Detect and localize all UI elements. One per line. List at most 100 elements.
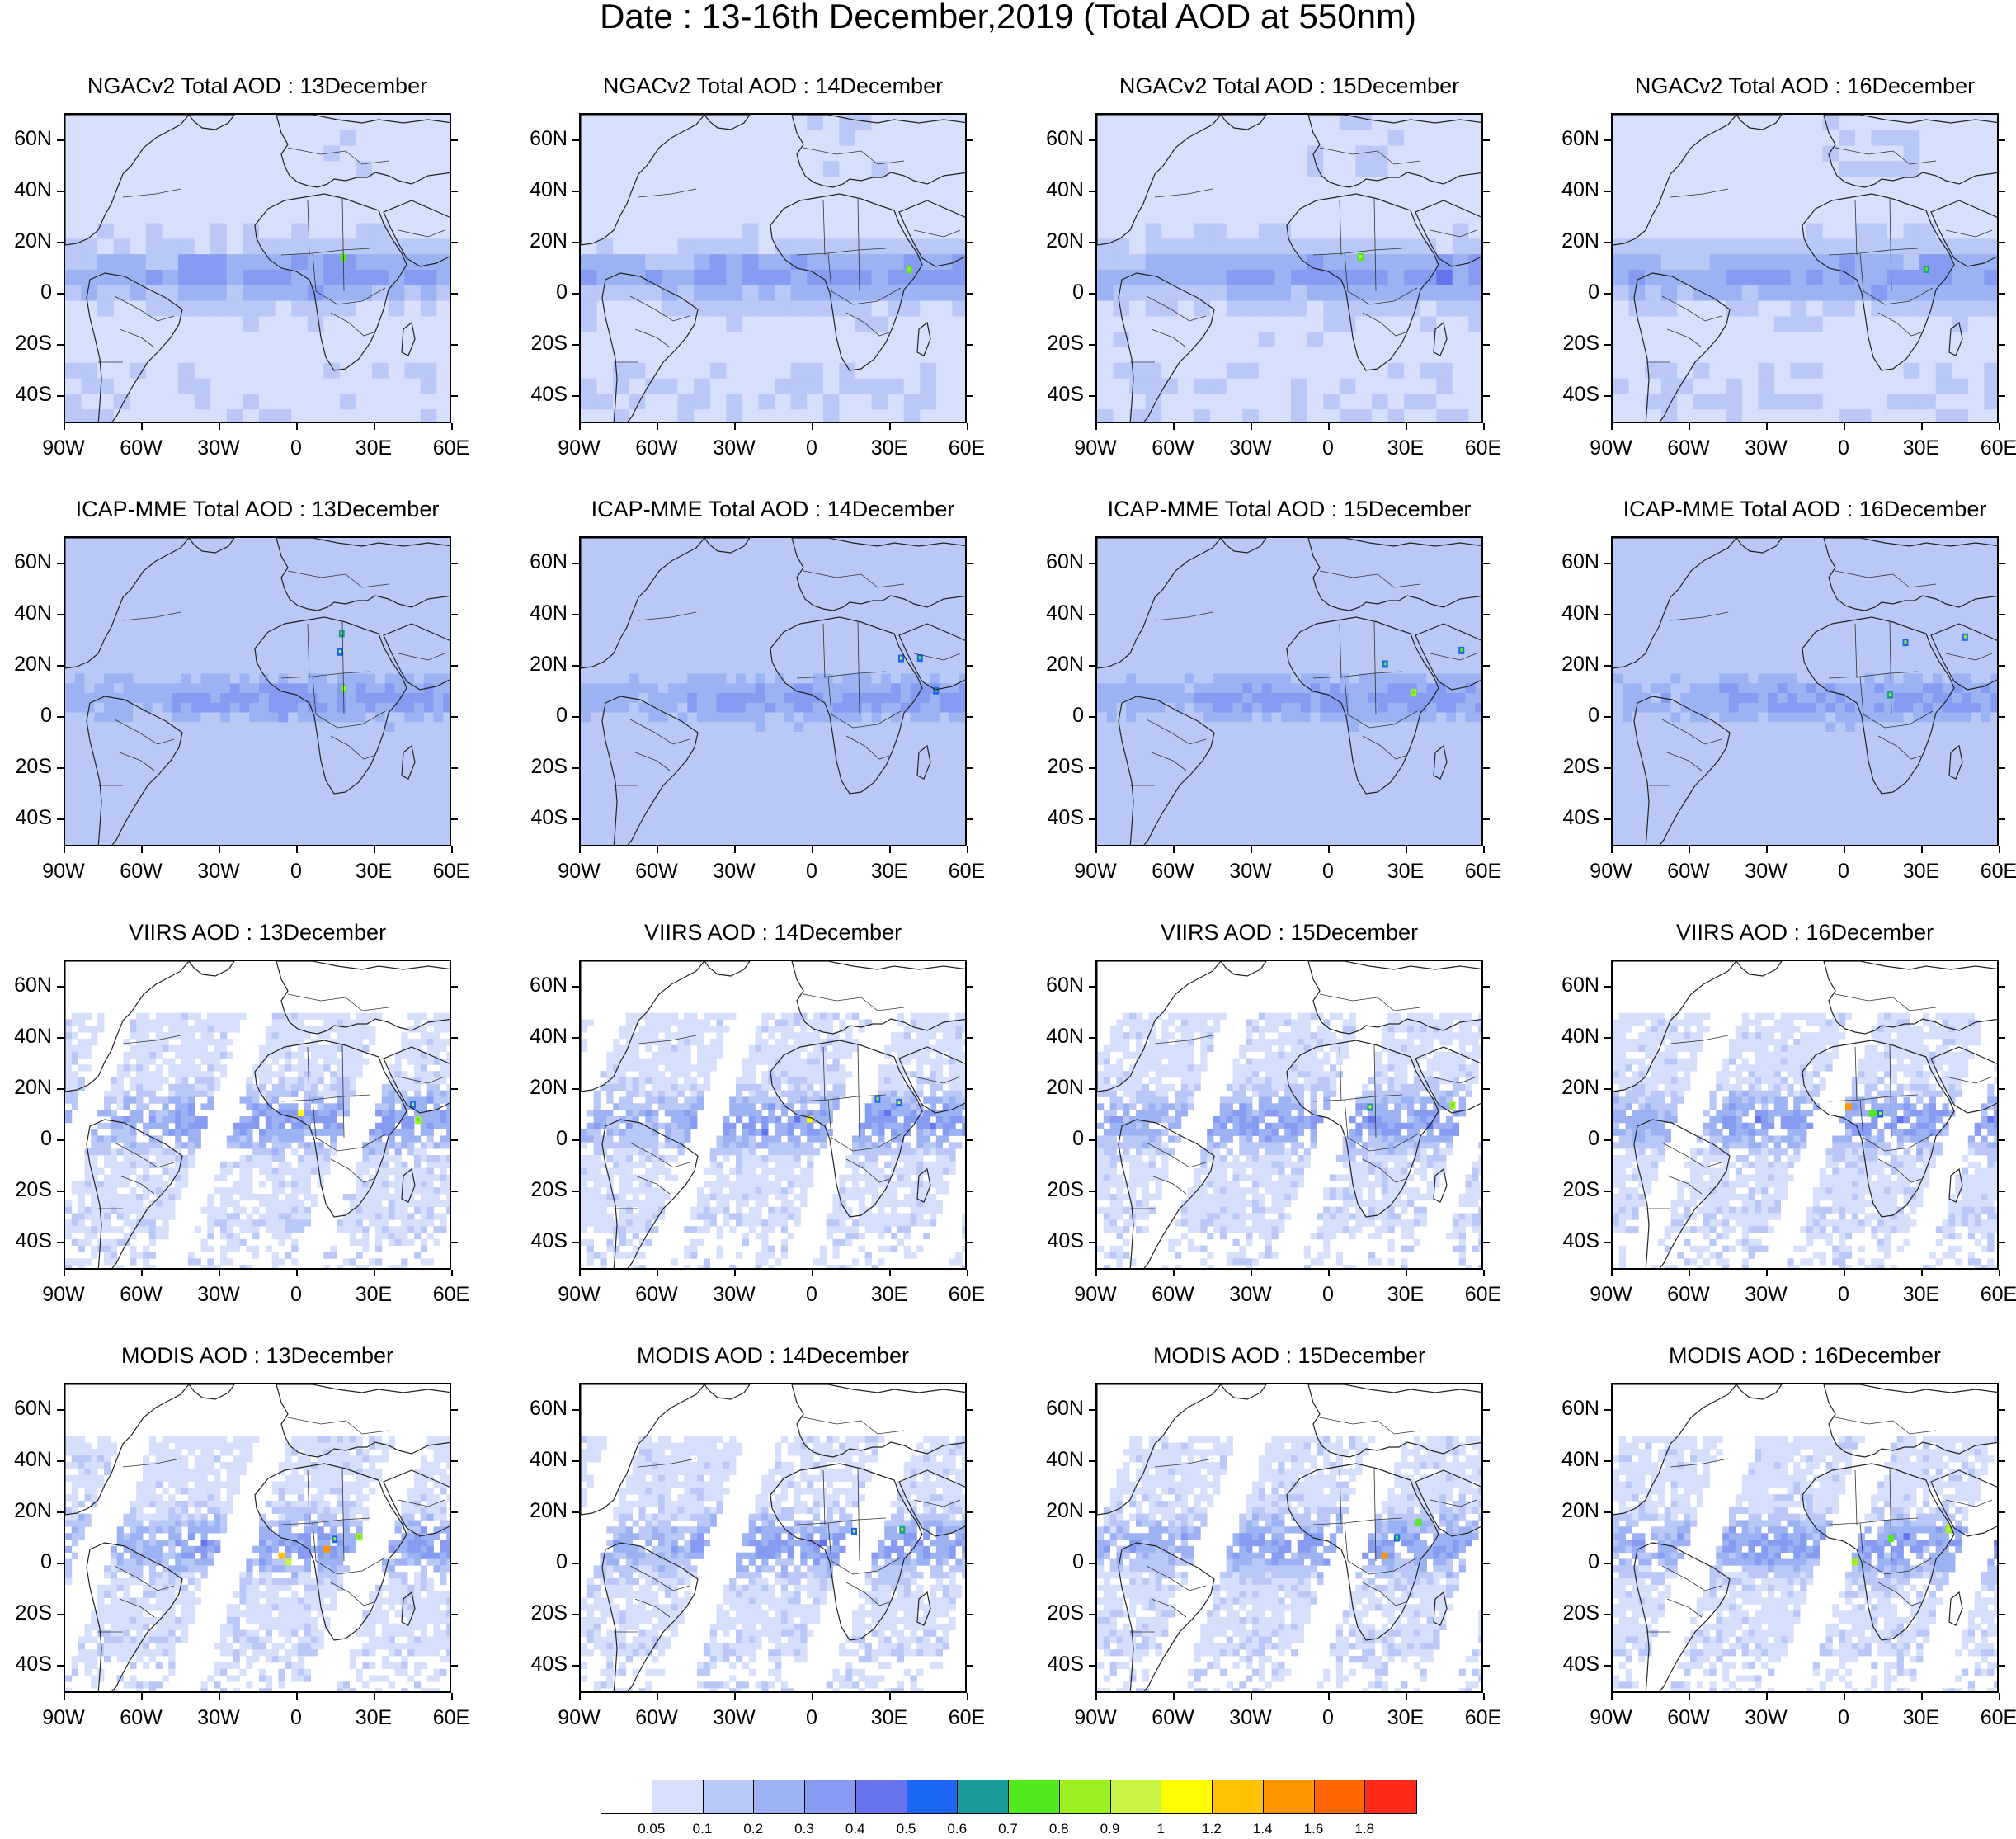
- lat-tick-label: 40N: [14, 1448, 52, 1471]
- lon-tick: [374, 846, 375, 853]
- lat-tick: [451, 1665, 458, 1667]
- lat-tick-label: 40S: [1562, 383, 1599, 406]
- lat-tick: [967, 563, 973, 564]
- lat-tick-label: 20N: [530, 653, 568, 676]
- lat-tick: [57, 986, 64, 988]
- lon-tick-label: 30E: [1387, 436, 1425, 460]
- aod-map: [1095, 1383, 1483, 1693]
- lon-tick-label: 30W: [1745, 436, 1788, 460]
- lon-tick: [889, 846, 891, 853]
- lat-tick: [967, 767, 973, 769]
- lon-tick: [451, 1693, 453, 1700]
- aod-field: [581, 538, 965, 845]
- lon-tick-label: 0: [290, 436, 302, 460]
- lat-tick-label: 40N: [1046, 1448, 1084, 1471]
- lat-tick: [967, 395, 973, 397]
- lon-tick: [296, 1693, 298, 1700]
- lat-tick: [967, 1139, 973, 1141]
- lon-tick: [1844, 846, 1845, 853]
- colorbar-swatch: [957, 1780, 1010, 1814]
- lat-tick-label: 0: [1588, 704, 1599, 727]
- panel-title: VIIRS AOD : 15December: [1160, 920, 1419, 945]
- lon-tick: [889, 1693, 891, 1700]
- lat-tick: [1604, 1460, 1611, 1462]
- lat-tick: [57, 395, 64, 397]
- lon-tick-label: 60W: [1152, 1706, 1194, 1729]
- lon-tick-label: 60W: [1667, 860, 1710, 883]
- panel-title: ICAP-MME Total AOD : 15December: [1107, 497, 1472, 521]
- lon-tick-label: 90W: [1074, 860, 1117, 883]
- lon-tick: [1251, 1693, 1252, 1700]
- lat-tick: [967, 191, 973, 192]
- lon-tick: [219, 1270, 220, 1276]
- lat-tick: [57, 293, 64, 295]
- lon-tick: [64, 423, 65, 430]
- lat-tick-label: 60N: [1561, 127, 1599, 150]
- lat-tick: [1999, 1191, 2005, 1192]
- lon-tick-label: 30E: [1902, 860, 1940, 883]
- lat-tick-label: 0: [1588, 281, 1599, 304]
- lat-tick: [1089, 1409, 1095, 1411]
- colorbar-label: 0.1: [692, 1821, 713, 1837]
- lat-tick-label: 40N: [530, 601, 568, 625]
- lat-tick: [572, 1665, 579, 1667]
- lat-tick-label: 60N: [530, 1397, 568, 1420]
- lat-tick-label: 20S: [15, 1178, 52, 1201]
- lat-tick-label: 20N: [530, 229, 568, 252]
- colorbar-label: 0.6: [947, 1821, 968, 1837]
- colorbar-label: 0.05: [638, 1821, 666, 1837]
- lat-tick: [1604, 665, 1611, 667]
- lat-tick-label: 20N: [1046, 653, 1084, 676]
- lat-tick-label: 40S: [15, 806, 52, 829]
- lat-tick-label: 0: [556, 704, 568, 727]
- lat-tick: [1089, 818, 1095, 820]
- lat-tick-label: 40S: [530, 806, 568, 829]
- lon-tick-label: 0: [1838, 1706, 1849, 1729]
- lat-tick-label: 20N: [14, 1076, 52, 1099]
- lon-tick-label: 60E: [1980, 1283, 2016, 1306]
- lat-tick: [1999, 1511, 2005, 1513]
- lon-tick-label: 0: [290, 1706, 302, 1729]
- lon-tick-label: 90W: [558, 1283, 601, 1306]
- lon-tick-label: 60E: [1464, 1706, 1502, 1729]
- lon-tick: [296, 846, 298, 853]
- lat-tick-label: 40S: [1562, 1229, 1599, 1252]
- lat-tick: [451, 139, 458, 141]
- lon-tick-label: 30W: [1229, 860, 1272, 883]
- lon-tick-label: 60E: [1980, 436, 2016, 460]
- lon-tick-label: 60W: [635, 1706, 678, 1729]
- lon-tick: [1999, 1693, 2000, 1700]
- lon-tick-label: 30E: [1387, 1706, 1425, 1729]
- lon-tick-label: 90W: [1590, 436, 1632, 460]
- lat-tick-label: 60N: [14, 550, 52, 573]
- lon-tick: [1173, 1693, 1175, 1700]
- lon-tick-label: 0: [1838, 1283, 1849, 1306]
- lat-tick: [1483, 563, 1490, 564]
- aod-field: [1613, 961, 1997, 1268]
- lon-tick-label: 60E: [1464, 860, 1502, 883]
- lon-tick: [1766, 846, 1768, 853]
- aod-field: [1097, 538, 1481, 845]
- colorbar-swatch: [804, 1780, 857, 1814]
- lon-tick-label: 60E: [432, 436, 470, 460]
- lat-tick-label: 20S: [1047, 1601, 1084, 1624]
- lat-tick: [1483, 1614, 1490, 1615]
- lon-tick: [1844, 1693, 1845, 1700]
- lat-tick: [1999, 1563, 2005, 1564]
- lon-tick: [1483, 846, 1485, 853]
- lon-tick-label: 60E: [432, 1283, 470, 1306]
- lat-tick: [1089, 614, 1095, 615]
- lat-tick: [57, 1409, 64, 1411]
- lat-tick: [1999, 395, 2005, 397]
- lat-tick: [1999, 1614, 2005, 1615]
- colorbar-label: 0.4: [845, 1821, 865, 1837]
- lat-tick: [1604, 1139, 1611, 1141]
- lat-tick: [1483, 1665, 1490, 1667]
- lon-tick-label: 30E: [355, 860, 393, 883]
- lat-tick: [1604, 1191, 1611, 1192]
- lat-tick: [1604, 1665, 1611, 1667]
- lon-tick: [1328, 423, 1330, 430]
- lat-tick: [1999, 1037, 2005, 1039]
- lon-tick-label: 0: [806, 436, 817, 460]
- lat-tick-label: 40S: [1047, 383, 1084, 406]
